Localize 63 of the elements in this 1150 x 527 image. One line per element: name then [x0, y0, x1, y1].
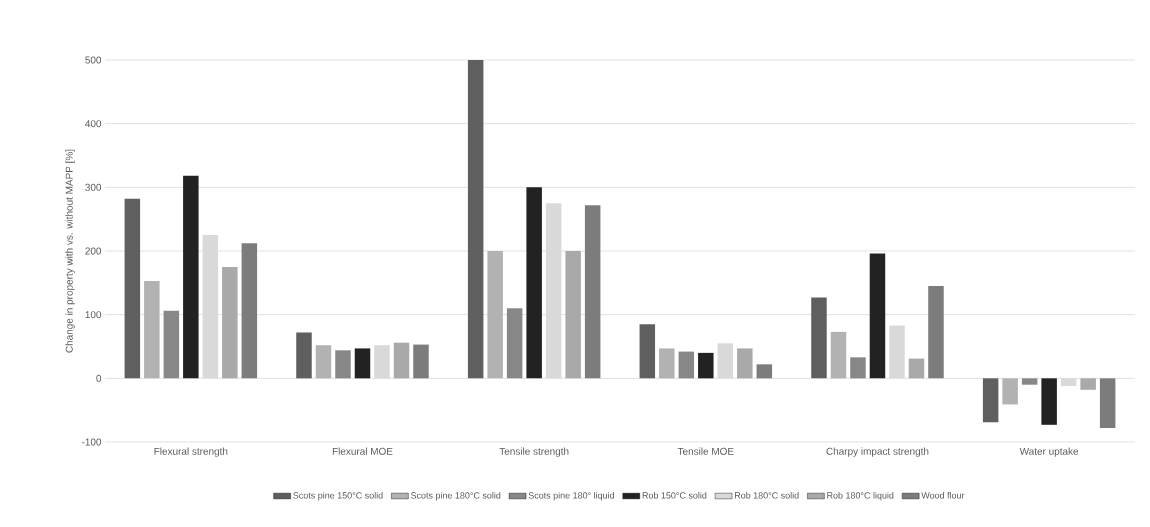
bar — [889, 325, 905, 379]
bar — [698, 352, 714, 379]
legend-label: Wood flour — [921, 492, 965, 499]
bar — [850, 357, 866, 379]
x-tick-label: Water uptake — [1019, 447, 1079, 457]
legend-label: Scots pine 180° liquid — [528, 492, 614, 501]
y-tick-label: -100 — [81, 438, 102, 446]
bar — [830, 331, 847, 379]
bar — [506, 308, 523, 379]
bar — [1041, 378, 1057, 425]
bar — [1002, 378, 1018, 405]
bar — [163, 310, 180, 379]
bar — [335, 350, 351, 379]
legend-label: Rob 180°C solid — [734, 492, 799, 499]
y-tick-label: 300 — [85, 183, 102, 191]
bar — [737, 348, 753, 379]
bar — [413, 344, 429, 379]
bar — [374, 345, 390, 379]
x-tick-label: Flexural strength — [154, 447, 228, 457]
y-axis-title: Change in property with vs. without MAPP [%] — [65, 149, 75, 353]
y-tick-label: 400 — [85, 120, 102, 128]
bar — [222, 266, 238, 379]
bar — [811, 297, 827, 379]
bar — [869, 253, 886, 379]
y-tick-label: 100 — [85, 311, 102, 319]
bar — [144, 280, 160, 379]
bar — [639, 324, 656, 379]
bar — [183, 175, 199, 379]
bar — [202, 235, 219, 379]
bar — [296, 332, 312, 379]
bar — [678, 351, 695, 379]
bar — [545, 203, 562, 379]
y-tick-label: 200 — [85, 247, 102, 255]
legend-label: Scots pine 180°C solid — [410, 492, 501, 501]
bar — [659, 348, 675, 379]
bar — [315, 345, 332, 379]
bar — [354, 348, 371, 379]
bar — [756, 364, 773, 379]
bar — [1099, 378, 1116, 428]
legend-label: Rob 150°C solid — [642, 492, 707, 499]
bar — [717, 343, 734, 379]
bar — [565, 251, 581, 379]
bar — [928, 286, 944, 379]
x-tick-label: Flexural MOE — [332, 447, 393, 455]
legend-label: Rob 180°C liquid — [827, 492, 894, 501]
bar — [908, 358, 925, 379]
x-tick-label: Tensile MOE — [677, 447, 734, 455]
bar — [526, 187, 542, 379]
x-tick-label: Tensile strength — [499, 447, 569, 457]
bar — [1080, 378, 1096, 390]
bar — [1021, 378, 1038, 385]
bar — [584, 205, 601, 379]
bar — [982, 378, 999, 423]
x-tick-label: Charpy impact strength — [826, 447, 929, 457]
legend-label: Scots pine 150°C solid — [293, 492, 383, 501]
y-tick-label: 0 — [96, 374, 102, 382]
bar — [487, 251, 503, 379]
bar — [1060, 378, 1077, 386]
bar — [393, 342, 410, 379]
bar — [241, 243, 258, 379]
bar — [124, 198, 141, 379]
y-tick-label: 500 — [85, 56, 102, 64]
bar — [467, 60, 484, 379]
